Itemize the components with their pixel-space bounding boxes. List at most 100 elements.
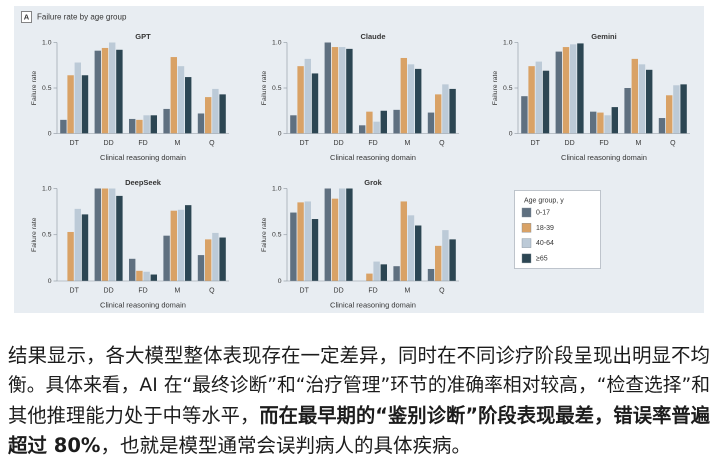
- paragraph-text: 其他推理能力处于中等水平，: [8, 404, 260, 427]
- chart-title: DeepSeek: [125, 178, 162, 187]
- paragraph-text: 衡。具体来看，AI 在“最终诊断”和“治疗管理”环节的准确率相对较高，“检查选择…: [8, 375, 710, 396]
- legend-swatch: [521, 207, 532, 218]
- bar-fd-18-39: [136, 270, 143, 281]
- x-tick-label: FD: [599, 140, 608, 147]
- bar-dt-40-64: [535, 61, 542, 134]
- x-tick-label: M: [635, 140, 641, 147]
- bar-dd-0-17: [555, 51, 562, 134]
- x-axis-label: Clinical reasoning domain: [100, 300, 186, 309]
- bar-dt-0-17: [521, 96, 528, 134]
- bar-dt-40-64: [304, 58, 311, 134]
- bar-fd-40-64: [373, 121, 380, 134]
- bar-fd-0-17: [359, 125, 366, 134]
- bar-dd-40-64: [339, 47, 346, 134]
- figure-header: A Failure rate by age group: [21, 11, 127, 23]
- bar-dd-40-64: [570, 44, 577, 134]
- x-tick-label: FD: [138, 287, 147, 294]
- bar-m-ge65: [185, 205, 192, 281]
- bar-dt-18-39: [297, 202, 304, 281]
- bar-dt-40-64: [304, 201, 311, 281]
- y-tick-label: 0: [509, 130, 513, 137]
- bar-dt-0-17: [290, 115, 297, 134]
- y-tick-label: 0.5: [42, 232, 52, 239]
- x-tick-label: DT: [300, 287, 310, 294]
- x-tick-label: DT: [70, 140, 80, 147]
- y-tick-label: 0: [278, 130, 282, 137]
- bar-m-ge65: [415, 225, 422, 281]
- y-tick-label: 1.0: [503, 39, 513, 46]
- y-axis-label: Failure rate: [261, 217, 268, 252]
- y-tick-label: 1.0: [272, 185, 282, 192]
- figure-title: Failure rate by age group: [37, 12, 127, 21]
- bar-q-40-64: [442, 84, 449, 134]
- bar-m-18-39: [170, 57, 177, 134]
- y-tick-label: 1.0: [272, 39, 282, 46]
- figure-panel: A Failure rate by age group GPT Failure r…: [14, 6, 704, 313]
- y-axis-label: Failure rate: [31, 217, 38, 252]
- x-tick-label: DD: [334, 287, 344, 294]
- bar-dt-18-39: [67, 231, 74, 281]
- article-paragraph: 结果显示，各大模型整体表现存在一定差异，同时在不同诊疗阶段呈现出明显不均 衡。具…: [8, 341, 710, 461]
- bar-dd-0-17: [324, 42, 331, 134]
- y-tick-label: 0.5: [503, 85, 513, 92]
- chart-title: Gemini: [591, 32, 616, 41]
- bar-dt-ge65: [311, 73, 319, 134]
- chart-title: Grok: [364, 178, 382, 187]
- legend-label: 0-17: [536, 210, 550, 217]
- chart-claude: Claude Failure rate 0 0.5 1.0 DT DD FD M Q Clinica…: [261, 32, 459, 162]
- x-tick-label: DT: [70, 287, 80, 294]
- x-tick-label: M: [174, 287, 180, 294]
- emphasis-text: 而在最早期的“鉴别诊断”阶段表现最差，错误率普遍: [259, 404, 710, 427]
- legend-title: Age group, y: [524, 197, 564, 204]
- bar-m-0-17: [393, 109, 400, 134]
- x-tick-label: FD: [138, 140, 147, 147]
- bar-fd-18-39: [366, 111, 373, 134]
- bar-dt-18-39: [297, 66, 304, 134]
- bar-q-18-39: [435, 245, 442, 281]
- bar-fd-18-39: [136, 119, 143, 134]
- bar-dd-0-17: [94, 50, 101, 134]
- bar-m-ge65: [415, 68, 422, 134]
- bar-q-0-17: [197, 113, 205, 134]
- bar-m-18-39: [631, 58, 638, 134]
- bar-m-40-64: [407, 64, 415, 134]
- chart-gpt: GPT Failure rate 0 0.5 1.0 DT DD FD M Q Clinical r…: [31, 32, 229, 162]
- bar-fd-0-17: [129, 258, 136, 281]
- legend-label: ≥65: [536, 256, 548, 263]
- bar-q-0-17: [197, 255, 205, 281]
- bar-q-18-39: [205, 239, 212, 281]
- y-tick-label: 0: [48, 130, 52, 137]
- x-tick-label: DD: [334, 140, 344, 147]
- y-axis-label: Failure rate: [31, 71, 38, 106]
- legend-swatch: [521, 253, 532, 264]
- y-tick-label: 0: [48, 278, 52, 285]
- x-tick-label: DD: [104, 287, 114, 294]
- bar-m-0-17: [163, 235, 170, 281]
- paragraph-text: 结果显示，各大模型整体表现存在一定差异，同时在不同诊疗阶段呈现出明显不均: [8, 344, 710, 367]
- x-tick-label: M: [404, 287, 410, 294]
- bar-dt-40-64: [74, 62, 81, 134]
- legend: Age group, y 0-17 18-39 40-64 ≥65: [514, 190, 601, 269]
- x-axis-label: Clinical reasoning domain: [330, 153, 416, 162]
- bar-fd-ge65: [380, 110, 387, 134]
- bar-q-18-39: [205, 97, 212, 134]
- y-axis-label: Failure rate: [261, 71, 268, 106]
- bar-fd-18-39: [366, 273, 373, 281]
- bar-m-0-17: [624, 88, 631, 134]
- bar-fd-ge65: [150, 274, 157, 281]
- bar-dt-ge65: [81, 214, 89, 281]
- bar-dt-0-17: [290, 212, 297, 281]
- paragraph-line: 超过 80%，也就是模型通常会误判病人的具体疾病。: [8, 431, 710, 461]
- chart-title: GPT: [135, 32, 151, 41]
- x-tick-label: FD: [368, 140, 377, 147]
- bar-fd-40-64: [373, 261, 380, 281]
- bar-m-18-39: [170, 210, 177, 281]
- bar-dd-0-17: [94, 188, 101, 281]
- bar-dd-ge65: [346, 188, 353, 281]
- bar-fd-40-64: [604, 115, 611, 134]
- bar-dt-18-39: [528, 66, 535, 134]
- paragraph-text: ，也就是模型通常会误判病人的具体疾病。: [100, 434, 471, 457]
- chart-title: Claude: [360, 32, 385, 41]
- bar-q-ge65: [219, 94, 226, 134]
- bar-dd-ge65: [346, 48, 353, 134]
